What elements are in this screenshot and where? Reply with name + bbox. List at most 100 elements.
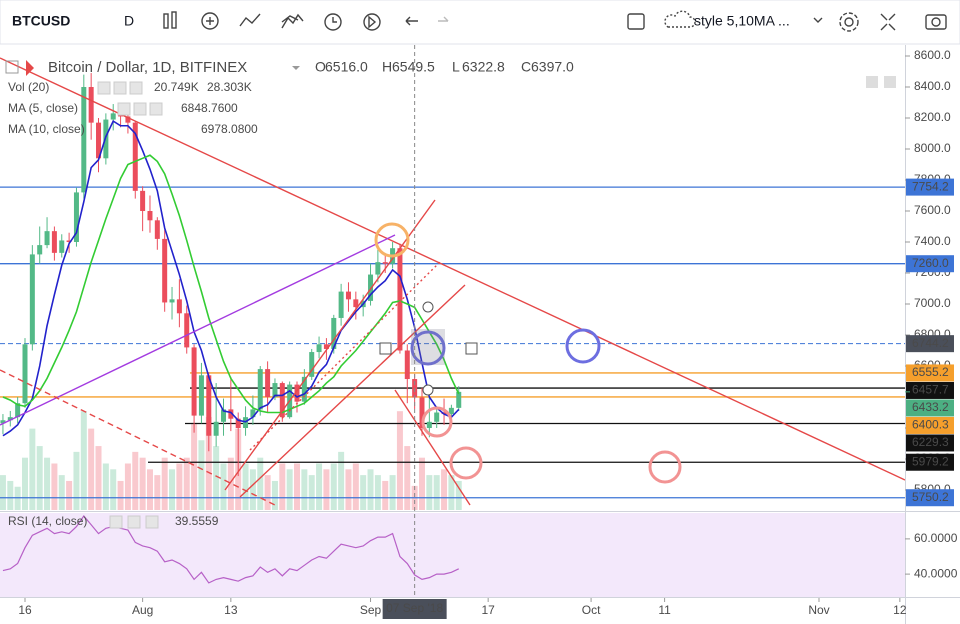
price-label: 6433.2 <box>912 400 949 414</box>
toolbar: BTCUSD D style 5,10MA ... <box>0 0 960 45</box>
rsi-line <box>2 515 460 584</box>
candle-body <box>368 274 374 301</box>
candle-body <box>301 376 307 402</box>
price-label: 7754.2 <box>912 179 949 193</box>
symbol[interactable]: BTCUSD <box>12 13 70 29</box>
volume-bar <box>36 446 43 510</box>
candle-body <box>257 369 263 410</box>
volume-bar <box>345 469 352 510</box>
volume-bar <box>102 463 109 510</box>
crosshair-price: 6744.2 <box>912 336 949 350</box>
rsi-legend: RSI (14, close) <box>8 514 87 528</box>
volume-bar <box>352 463 359 510</box>
ohlc-value: 6322.8 <box>462 59 505 75</box>
x-tick-label: 12 <box>893 603 907 617</box>
candle-body <box>44 231 50 246</box>
candle-body <box>316 344 322 353</box>
volume-bar <box>455 480 462 510</box>
price-label: 6229.3 <box>912 435 949 449</box>
price-label: 7260.0 <box>912 256 949 270</box>
candle-body <box>198 375 204 416</box>
x-tick-label: Aug <box>132 603 153 617</box>
ohlc-key: C <box>521 59 531 75</box>
layout-name[interactable]: style 5,10MA ... <box>694 13 790 29</box>
ma-legend: MA (5, close) <box>8 101 78 115</box>
volume-bar <box>169 469 176 510</box>
price-label-bg <box>906 453 954 471</box>
volume-bar <box>396 411 403 510</box>
price-label-bg <box>906 381 954 399</box>
candle-body <box>345 291 351 300</box>
volume-bar <box>271 480 278 510</box>
candle-body <box>235 418 241 429</box>
volume-bar <box>117 480 124 510</box>
volume-bar <box>220 463 227 510</box>
candle-body <box>404 350 410 380</box>
candle-body <box>162 238 168 303</box>
volume-bar <box>21 457 28 510</box>
y-tick-label: 7000.0 <box>914 296 951 310</box>
candle-body <box>220 409 226 422</box>
interval[interactable]: D <box>124 13 134 29</box>
ohlc-key: O <box>315 59 326 75</box>
volume-bar <box>51 463 58 510</box>
candle-body <box>213 421 219 436</box>
volume-bar <box>44 457 51 510</box>
volume-bar <box>124 463 131 510</box>
price-label-bg <box>906 255 954 273</box>
volume-bar <box>213 446 220 510</box>
volume-bar <box>80 411 87 510</box>
x-tick-label: 17 <box>481 603 495 617</box>
candle-body <box>434 412 440 422</box>
toolbar-icons[interactable] <box>163 10 947 32</box>
price-label-bg <box>906 416 954 434</box>
candle-body <box>279 383 285 418</box>
candle-body <box>426 421 432 429</box>
moving-average-line <box>2 154 460 414</box>
volume-bar <box>360 475 367 510</box>
volume-bar <box>448 475 455 510</box>
volume-bar <box>183 457 190 510</box>
price-label: 6457.7 <box>912 383 949 397</box>
y-tick-label: 7400.0 <box>914 234 951 248</box>
y-tick-label: 8200.0 <box>914 110 951 124</box>
price-label: 6555.2 <box>912 365 949 379</box>
user-drawings[interactable] <box>0 57 905 506</box>
volume-bar <box>227 457 234 510</box>
x-tick-label: Sep <box>360 603 382 617</box>
candle-body <box>15 403 21 418</box>
volume-legend: Vol (20) <box>8 80 49 94</box>
volume-bar <box>29 428 36 510</box>
volume-bar <box>286 469 293 510</box>
volume-bar <box>404 446 411 510</box>
volume-bar <box>338 451 345 510</box>
y-tick-label: 8600.0 <box>914 48 951 62</box>
ma-legend: MA (10, close) <box>8 122 85 136</box>
volume-bar <box>154 475 161 510</box>
volume-bar <box>308 475 315 510</box>
candle-body <box>228 409 234 419</box>
price-label: 5979.2 <box>912 454 949 468</box>
price-label-bg <box>906 364 954 382</box>
candle-body <box>169 299 175 303</box>
candle-body <box>294 384 300 402</box>
volume-bar <box>58 475 65 510</box>
volume-bar <box>198 440 205 510</box>
crosshair-date-bg <box>382 599 447 619</box>
volume-bar <box>139 457 146 510</box>
volume-bar <box>176 463 183 510</box>
y-tick-label: 8000.0 <box>914 141 951 155</box>
volume-bar <box>191 422 198 510</box>
candle-body <box>250 409 256 418</box>
volume-bar <box>316 463 323 510</box>
candle-body <box>37 245 43 255</box>
volume-bar <box>110 469 117 510</box>
volume-bar <box>132 451 139 510</box>
volume-bar <box>441 469 448 510</box>
volume-value: 20.749K <box>154 80 199 94</box>
volume-bar <box>249 469 256 510</box>
candle-body <box>51 231 57 253</box>
ohlc-key: H <box>382 59 392 75</box>
volume-bar <box>242 463 249 510</box>
